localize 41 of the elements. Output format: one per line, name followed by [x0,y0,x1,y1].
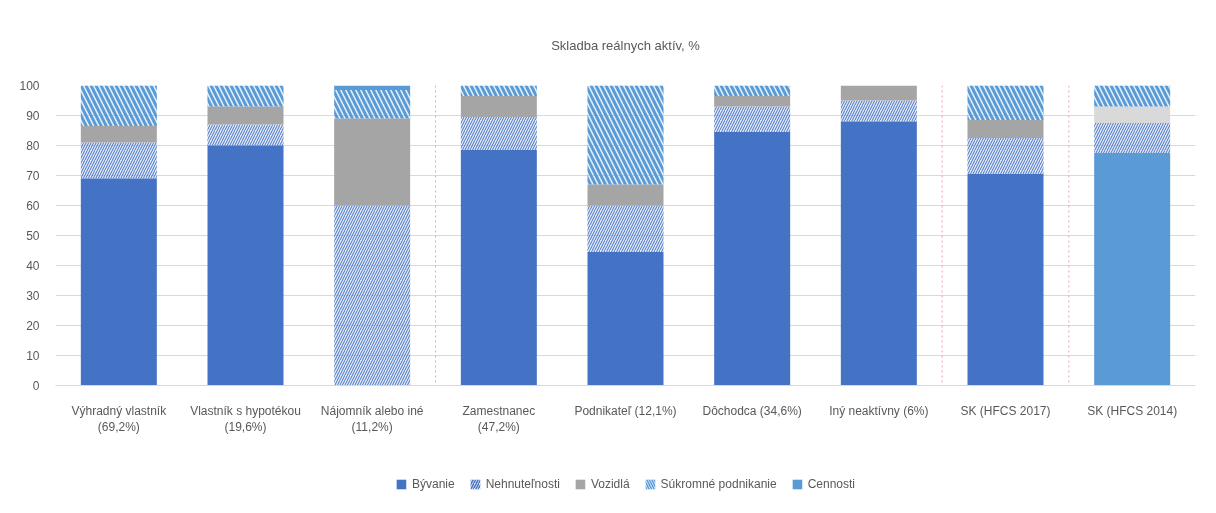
bar [460,96,537,117]
legend-label: Bývanie [411,477,455,491]
legend-label: Vozidlá [590,477,630,491]
bar [587,252,664,386]
x-tick-label: Dôchodca (34,6%) [702,403,802,418]
bar [714,96,791,107]
bar [80,178,157,386]
y-tick-label: 50 [26,229,40,243]
bar [840,85,917,101]
x-tick-label: SK (HFCS 2014) [1087,403,1178,418]
legend-label: Súkromné podnikanie [660,477,777,491]
bar [587,184,664,206]
bar [840,121,917,386]
x-tick-label: Iný neaktívny (6%) [829,403,929,418]
x-tick-label: Vlastník s hypotékou (19,6%) [190,403,301,435]
x-tick-label: Nájomník alebo iné (11,2%) [320,403,424,435]
y-tick-label: 60 [26,199,40,213]
x-tick-label: Zamestnanec (47,2%) [462,403,536,435]
x-tick-label: Podnikateľ (12,1%) [574,403,677,418]
bar [714,132,791,386]
y-tick-label: 30 [26,289,40,303]
y-tick-label: 10 [26,349,40,363]
chart-title: Skladba reálnych aktív, % [551,37,701,53]
x-tick-label: SK (HFCS 2017) [960,403,1051,418]
y-tick-label: 100 [19,79,40,93]
legend-label: Cennosti [807,477,856,491]
y-tick-label: 70 [26,169,40,183]
bar [460,150,537,386]
bar [334,118,411,206]
bar [80,126,157,143]
y-tick-label: 20 [26,319,40,333]
bar [967,174,1044,386]
bar [207,106,284,125]
y-tick-label: 80 [26,139,40,153]
y-tick-label: 40 [26,259,40,273]
bar [967,120,1044,138]
y-tick-label: 90 [26,109,40,123]
legend-label: Nehnuteľnosti [485,477,560,491]
y-tick-label: 0 [32,379,40,393]
bar [207,145,284,386]
x-tick-label: Výhradný vlastník (69,2%) [71,403,168,435]
